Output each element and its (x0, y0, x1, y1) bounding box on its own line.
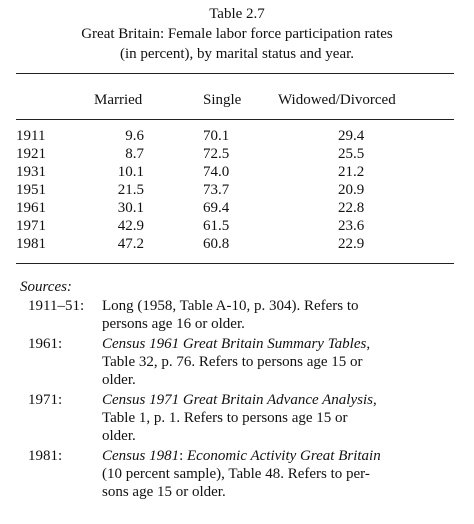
row-year: 1931 (16, 164, 46, 180)
row-year: 1961 (16, 200, 46, 216)
column-header-single: Single (203, 92, 242, 108)
source-title: Census 1981 (102, 448, 180, 464)
row-year: 1911 (16, 128, 46, 144)
source-title: Economic Activity Great Britain (187, 448, 381, 464)
cell-single: 70.1 (203, 128, 230, 144)
source-title: Census 1961 Great Britain Summary Tables (102, 336, 367, 352)
source-text-line: (10 percent sample), Table 48. Refers to… (102, 466, 370, 482)
table-title-line-1: Great Britain: Female labor force partic… (81, 26, 393, 42)
table-title-line-2: (in percent), by marital status and year… (119, 46, 355, 62)
source-text-line: older. (102, 372, 136, 388)
cell-married: 8.7 (125, 146, 144, 162)
cell-widowed-divorced: 25.5 (338, 146, 365, 162)
cell-single: 73.7 (203, 182, 230, 198)
row-year: 1971 (16, 218, 46, 234)
sources-heading: Sources: (20, 279, 72, 295)
source-punctuation: , (372, 392, 377, 408)
source-text-line: older. (102, 428, 136, 444)
cell-widowed-divorced: 20.9 (338, 182, 365, 198)
source-label: 1961: (28, 336, 63, 352)
cell-single: 61.5 (203, 218, 230, 234)
cell-single: 60.8 (203, 236, 230, 252)
cell-widowed-divorced: 22.8 (338, 200, 365, 216)
source-text-line: Long (1958, Table A-10, p. 304). Refers … (102, 298, 359, 314)
column-header-married: Married (94, 92, 143, 108)
cell-widowed-divorced: 22.9 (338, 236, 365, 252)
row-year: 1921 (16, 146, 46, 162)
source-text-line: Table 1, p. 1. Refers to persons age 15 … (102, 410, 348, 426)
table-number: Table 2.7 (209, 6, 265, 22)
source-punctuation: , (366, 336, 371, 352)
cell-married: 10.1 (117, 164, 144, 180)
source-title: Census 1971 Great Britain Advance Analys… (102, 392, 373, 408)
row-year: 1951 (16, 182, 46, 198)
cell-married: 47.2 (117, 236, 144, 252)
source-label: 1911–51: (28, 298, 85, 314)
cell-widowed-divorced: 29.4 (338, 128, 365, 144)
source-text-line: Table 32, p. 76. Refers to persons age 1… (102, 354, 363, 370)
source-text-line: Census 1971 Great Britain Advance Analys… (102, 391, 377, 409)
header-rule (16, 119, 454, 120)
source-punctuation: : (179, 448, 188, 464)
cell-widowed-divorced: 23.6 (338, 218, 365, 234)
cell-married: 42.9 (117, 218, 144, 234)
column-header-widowed-divorced: Widowed/Divorced (278, 92, 396, 108)
cell-married: 30.1 (117, 200, 144, 216)
cell-married: 21.5 (117, 182, 144, 198)
row-year: 1981 (16, 236, 46, 252)
cell-married: 9.6 (125, 128, 144, 144)
source-text-line: persons age 16 or older. (102, 316, 245, 332)
cell-single: 72.5 (203, 146, 230, 162)
source-text-line: sons age 15 or older. (102, 484, 226, 500)
source-label: 1981: (28, 448, 63, 464)
source-label: 1971: (28, 392, 63, 408)
source-text-line: Census 1961 Great Britain Summary Tables… (102, 335, 370, 353)
cell-single: 69.4 (203, 200, 230, 216)
cell-widowed-divorced: 21.2 (338, 164, 365, 180)
source-text-line: Census 1981: Economic Activity Great Bri… (102, 447, 381, 465)
cell-single: 74.0 (203, 164, 230, 180)
top-rule (16, 73, 454, 74)
bottom-rule (16, 263, 454, 264)
